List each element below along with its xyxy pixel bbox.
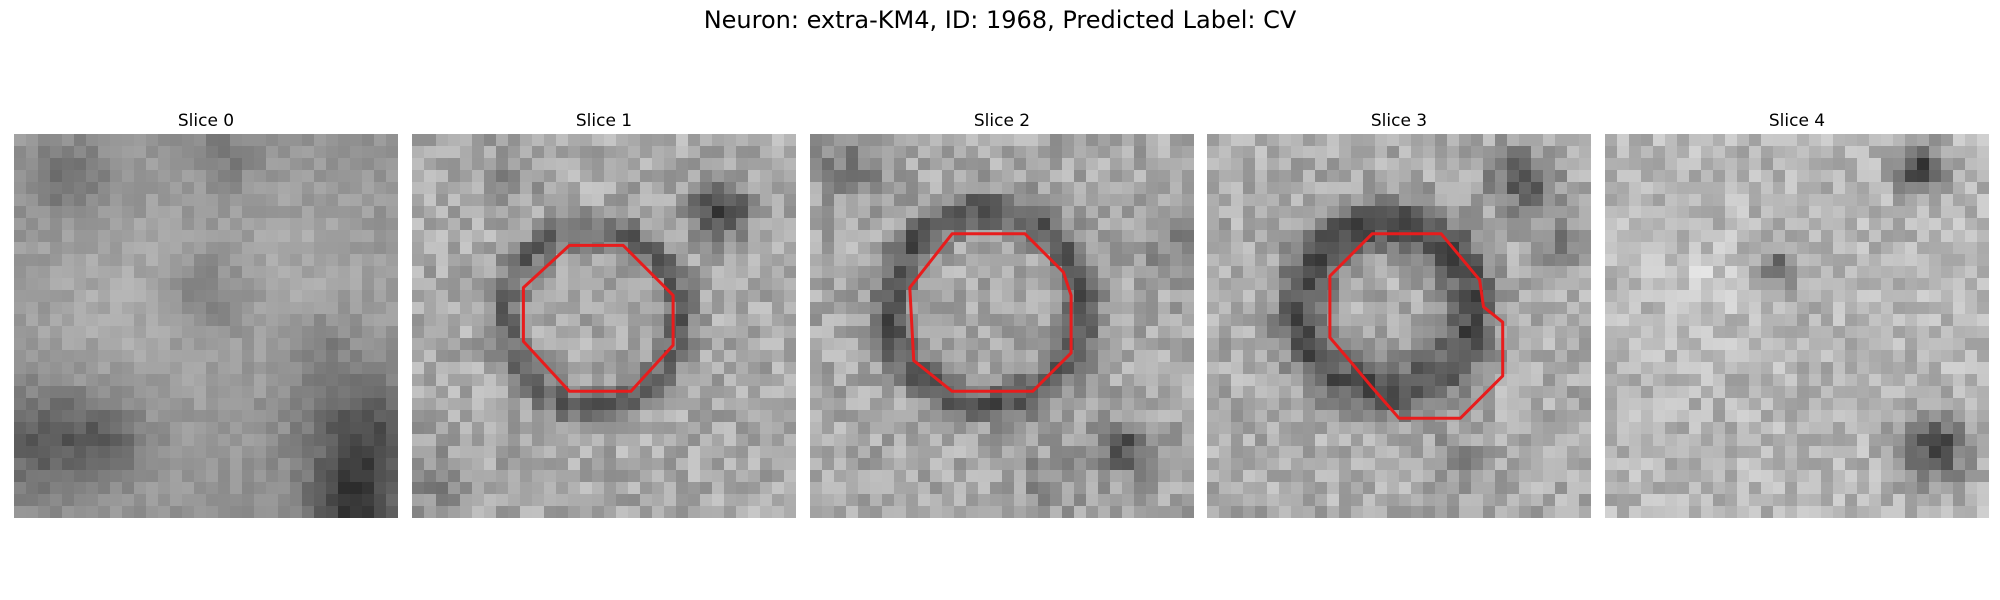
contour-outline bbox=[908, 232, 1073, 393]
slice-title: Slice 0 bbox=[177, 111, 235, 131]
slice-image bbox=[1207, 134, 1591, 518]
contour-outline bbox=[521, 243, 675, 393]
slice-panel-0: Slice 0 bbox=[14, 108, 398, 518]
slice-title: Slice 3 bbox=[1370, 111, 1428, 131]
slice-panel-2: Slice 2 bbox=[810, 108, 1194, 518]
slice-panel-4: Slice 4 bbox=[1605, 108, 1989, 518]
figure-title: Neuron: extra-KM4, ID: 1968, Predicted L… bbox=[703, 6, 1297, 34]
slice-title: Slice 2 bbox=[973, 111, 1031, 131]
slice-image bbox=[1605, 134, 1989, 518]
slice-image bbox=[412, 134, 796, 518]
slice-image bbox=[14, 134, 398, 518]
slice-panel-1: Slice 1 bbox=[412, 108, 796, 518]
slice-image bbox=[810, 134, 1194, 518]
slice-title: Slice 1 bbox=[575, 111, 633, 131]
slice-panel-3: Slice 3 bbox=[1207, 108, 1591, 518]
contour-outline bbox=[1328, 232, 1505, 420]
slice-title: Slice 4 bbox=[1768, 111, 1826, 131]
